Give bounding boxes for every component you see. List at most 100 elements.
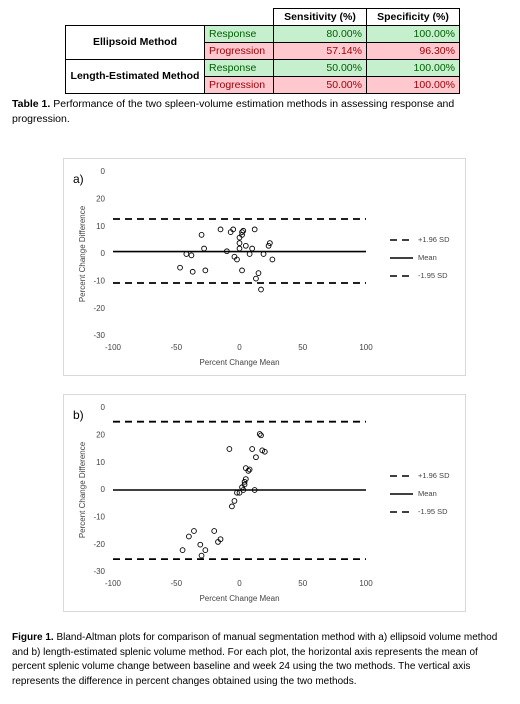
y-tick-label: -20: [93, 304, 105, 313]
cell: 100.00%: [366, 76, 460, 94]
row-label: Progression: [204, 42, 274, 60]
panel-label: a): [73, 172, 84, 186]
y-tick-label: 0: [101, 403, 106, 412]
x-tick-label: 50: [298, 579, 307, 588]
point: [198, 552, 205, 559]
y-tick-label: 10: [96, 458, 105, 467]
legend-label: -1.95 SD: [418, 507, 448, 516]
cell: 50.00%: [273, 59, 367, 77]
y-axis-label: Percent Change Difference: [78, 205, 87, 302]
y-tick-label: 20: [96, 194, 105, 203]
x-tick-label: -100: [105, 579, 122, 588]
y-tick-label: 0: [101, 167, 106, 176]
point: [236, 489, 243, 496]
point: [202, 267, 209, 274]
point: [241, 481, 248, 488]
point: [179, 547, 186, 553]
x-tick-label: 0: [237, 579, 242, 588]
x-axis-label: Percent Change Mean: [199, 594, 279, 603]
caption-label: Figure 1.: [12, 632, 54, 643]
point: [211, 528, 218, 534]
point: [239, 229, 245, 235]
caption-text: Bland-Altman plots for comparison of man…: [12, 632, 498, 687]
x-tick-label: 0: [237, 343, 242, 352]
point: [246, 251, 253, 257]
legend-label: +1.96 SD: [418, 235, 450, 244]
y-tick-label: 20: [96, 430, 105, 439]
point: [224, 248, 230, 255]
y-tick-label: 10: [96, 222, 105, 231]
point: [258, 432, 264, 439]
point: [230, 226, 237, 233]
chart-frame: [63, 158, 466, 376]
x-tick-label: 100: [359, 579, 373, 588]
point: [191, 528, 197, 534]
point: [246, 466, 253, 473]
x-tick-label: -50: [170, 343, 182, 352]
point: [251, 226, 258, 233]
point: [202, 547, 209, 553]
legend-label: Mean: [418, 489, 437, 498]
point: [255, 270, 262, 276]
y-tick-label: -30: [93, 567, 105, 576]
caption-text: Performance of the two spleen-volume est…: [12, 98, 455, 125]
row-label: Response: [204, 59, 274, 77]
y-tick-label: 0: [101, 249, 106, 258]
table-caption: Table 1. Performance of the two spleen-v…: [12, 97, 508, 127]
y-tick-label: -10: [93, 512, 105, 521]
point: [217, 226, 224, 233]
point: [245, 468, 252, 474]
point: [240, 227, 247, 234]
chart-a: a) Percent Change Difference Percent Chang…: [63, 158, 466, 376]
point: [234, 256, 240, 263]
point: [258, 286, 264, 293]
y-tick-label: 0: [101, 485, 106, 494]
cell: 57.14%: [273, 42, 367, 60]
legend-label: +1.96 SD: [418, 471, 450, 480]
point: [198, 232, 205, 238]
caption-label: Table 1.: [12, 98, 51, 110]
point: [236, 245, 243, 252]
point: [183, 251, 190, 257]
column-header: Sensitivity (%): [273, 8, 367, 26]
figure-caption: Figure 1. Bland-Altman plots for compari…: [12, 631, 508, 689]
point: [242, 476, 249, 482]
method-cell: Length-Estimated Method: [65, 59, 205, 94]
point: [239, 267, 245, 274]
y-tick-label: -20: [93, 540, 105, 549]
point: [267, 240, 273, 246]
point: [261, 448, 268, 455]
cell: 96.30%: [366, 42, 460, 60]
legend-label: Mean: [418, 253, 437, 262]
point: [256, 431, 263, 437]
point: [249, 446, 256, 452]
point: [240, 487, 247, 493]
point: [265, 242, 272, 249]
results-table: Sensitivity (%) Specificity (%) Ellipsoi…: [65, 8, 460, 94]
x-axis-label: Percent Change Mean: [199, 358, 279, 367]
point: [201, 245, 207, 252]
chart-b: b) Percent Change Difference Percent Chang…: [63, 394, 466, 612]
cell: 100.00%: [366, 59, 460, 77]
point: [188, 252, 195, 259]
point: [217, 536, 224, 543]
cell: 80.00%: [273, 25, 367, 43]
point: [229, 503, 235, 510]
x-tick-label: -50: [170, 579, 182, 588]
y-tick-label: -30: [93, 331, 105, 340]
panel-label: b): [73, 408, 84, 422]
x-tick-label: 100: [359, 343, 373, 352]
point: [186, 533, 192, 540]
y-tick-label: -10: [93, 276, 105, 285]
point: [253, 275, 259, 282]
point: [177, 264, 183, 271]
point: [249, 245, 256, 252]
point: [269, 256, 276, 263]
y-axis-label: Percent Change Difference: [78, 441, 87, 538]
point: [197, 541, 204, 548]
cell: 50.00%: [273, 76, 367, 94]
point: [234, 489, 240, 496]
x-tick-label: -100: [105, 343, 122, 352]
x-tick-label: 50: [298, 343, 307, 352]
